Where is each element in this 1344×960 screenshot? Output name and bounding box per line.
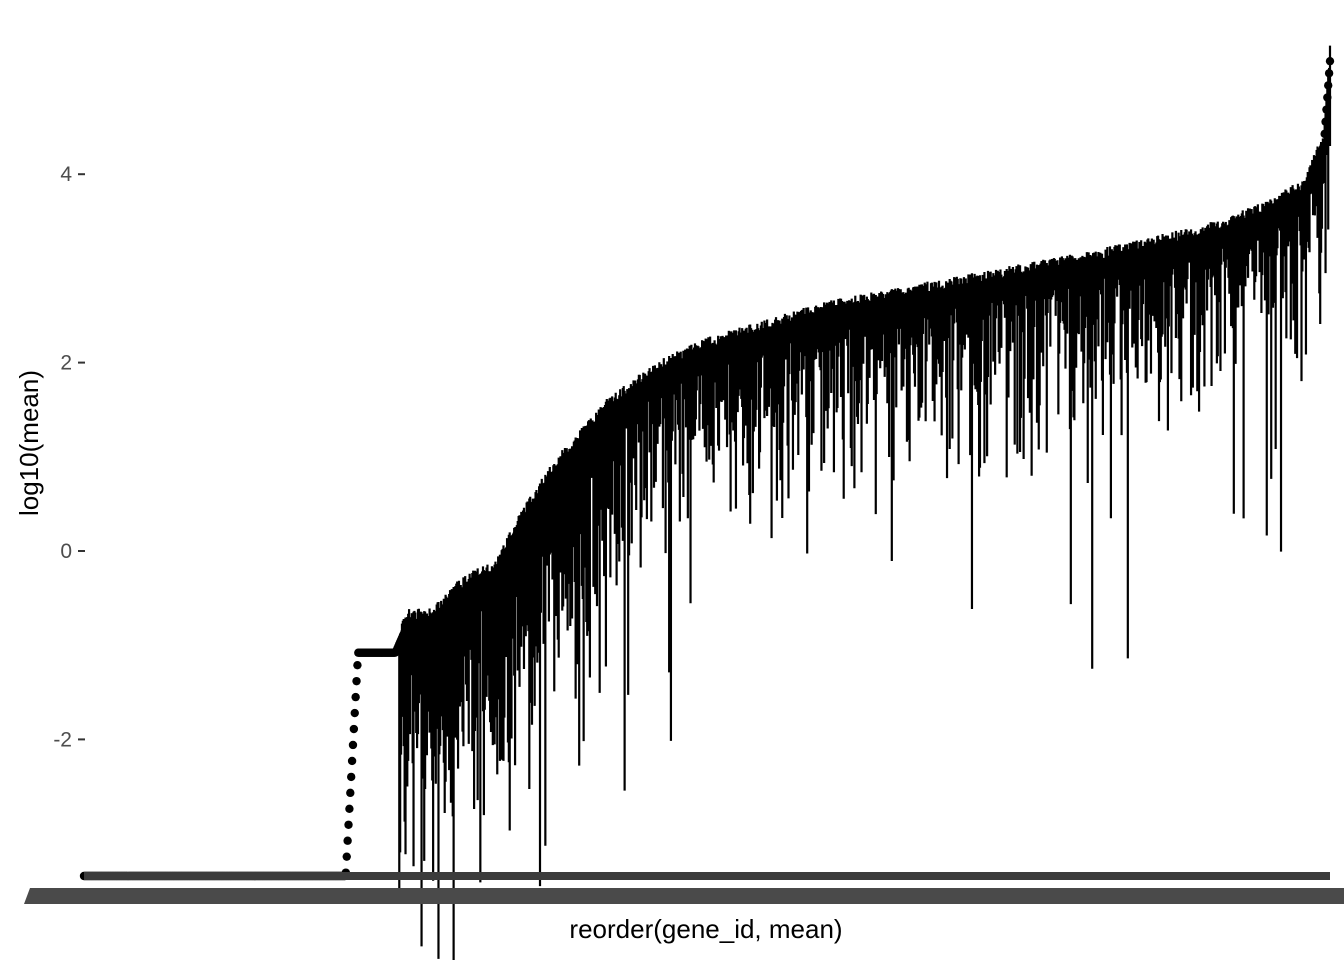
gene-point — [346, 789, 354, 797]
gene-point — [349, 741, 357, 749]
x-tick-label-overplot — [24, 888, 1344, 904]
y-tick-label: -2 — [53, 728, 72, 751]
gene-point — [352, 677, 360, 685]
y-tick-label: 4 — [60, 163, 72, 186]
gene-point — [353, 661, 361, 669]
x-axis-title: reorder(gene_id, mean) — [569, 914, 842, 944]
gene-point — [344, 821, 352, 829]
y-axis-title: log10(mean) — [14, 370, 44, 516]
x-tick-labels-band — [24, 872, 1344, 904]
gene-point — [343, 852, 351, 860]
y-tick-label: 0 — [60, 540, 72, 563]
gene-point — [345, 805, 353, 813]
gene-point — [350, 725, 358, 733]
y-tick-label: 2 — [60, 352, 72, 375]
gene-point — [347, 773, 355, 781]
gene-point — [1326, 57, 1334, 65]
gene-point — [351, 693, 359, 701]
gene-point — [351, 709, 359, 717]
data-marks — [80, 46, 1334, 960]
gene-point — [348, 757, 356, 765]
y-axis: -2 0 2 4 — [53, 163, 85, 751]
x-tick-mark-band — [84, 872, 1330, 880]
gene-point — [343, 837, 351, 845]
